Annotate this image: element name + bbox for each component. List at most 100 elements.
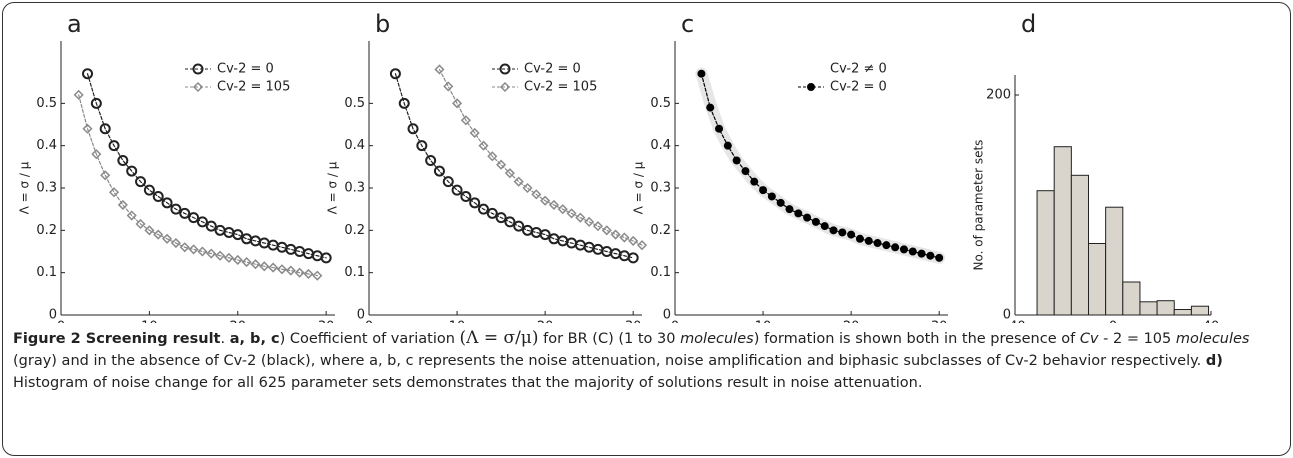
x-tick-label: 0 (1109, 320, 1117, 324)
point (205, 220, 217, 232)
charts: a00.10.20.30.40.50102030Number of BRΛ = … (18, 10, 1220, 351)
point (206, 248, 217, 259)
point (566, 208, 577, 219)
y-tick-label: 0.5 (36, 96, 57, 111)
bar (1036, 190, 1055, 316)
point (170, 203, 182, 215)
y-tick-label: 200 (986, 88, 1011, 103)
point (442, 176, 454, 188)
point (495, 212, 507, 224)
point (126, 165, 138, 177)
legend-label: Cv-2 = 105 (217, 80, 290, 95)
point (750, 177, 759, 186)
point (460, 190, 472, 202)
series-line (700, 73, 940, 259)
point (259, 261, 270, 272)
point (767, 192, 776, 201)
point (250, 259, 261, 270)
point (196, 216, 208, 228)
y-axis-label: Λ = σ / μ (326, 161, 340, 214)
point (144, 225, 155, 236)
y-tick-label: 0.2 (36, 223, 57, 238)
x-tick-label: 0 (365, 320, 373, 324)
point (108, 187, 120, 198)
point (917, 249, 926, 258)
point (407, 123, 419, 135)
point (584, 216, 595, 227)
point (188, 212, 200, 224)
bar (1105, 206, 1124, 316)
caption-normal: ) Coefficient of variation (279, 331, 460, 347)
point (548, 199, 559, 210)
point (794, 209, 803, 218)
y-axis-label: No. of parameter sets (972, 140, 986, 271)
point (452, 98, 463, 109)
point (627, 252, 639, 264)
y-tick-label: 0 (49, 308, 57, 323)
point (398, 97, 410, 109)
bar (1122, 281, 1141, 316)
x-tick-label: 20 (843, 320, 860, 324)
x-tick-label: 30 (625, 320, 642, 324)
point (838, 228, 847, 237)
caption-normal: (gray) and in the absence of Cv-2 (black… (13, 353, 1206, 369)
legend-marker (807, 83, 815, 91)
caption-italic: molecules (680, 331, 754, 347)
point (811, 217, 820, 226)
point (312, 270, 323, 281)
point (628, 235, 639, 246)
point (223, 252, 234, 263)
caption: Figure 2 Screening result. a, b, c) Coef… (13, 327, 1278, 394)
point (478, 140, 489, 151)
point (935, 253, 944, 262)
point (504, 168, 515, 179)
y-axis-label: Λ = σ / μ (18, 161, 32, 214)
caption-normal: for BR (C) (1 to 30 (538, 331, 681, 347)
point (268, 262, 279, 273)
x-tick-label: 10 (449, 320, 466, 324)
caption-normal: . (220, 331, 230, 347)
y-tick-label: 0.2 (344, 223, 365, 238)
caption-italic: Cv (1079, 331, 1099, 347)
point (232, 229, 244, 241)
point (530, 226, 542, 238)
point (117, 154, 129, 166)
point (179, 242, 190, 253)
caption-bold: a, b, c (229, 331, 280, 347)
point (513, 176, 524, 187)
x-tick-label: 0 (671, 320, 679, 324)
point (460, 115, 471, 126)
point (847, 230, 856, 239)
bar (1070, 174, 1089, 316)
series-line (78, 94, 318, 277)
point (855, 234, 864, 243)
point (179, 207, 191, 219)
caption-normal: Histogram of noise change for all 625 pa… (13, 375, 923, 391)
y-tick-label: 0.5 (650, 96, 671, 111)
point (539, 229, 551, 241)
point (433, 165, 445, 177)
point (303, 268, 314, 279)
legend-label: Cv-2 = 0 (217, 62, 274, 77)
y-tick-label: 0 (663, 308, 671, 323)
y-tick-label: 0.2 (650, 223, 671, 238)
point (864, 236, 873, 245)
y-tick-label: 0.3 (650, 181, 671, 196)
y-tick-label: 0.3 (344, 181, 365, 196)
series-line (695, 67, 946, 264)
point (82, 123, 93, 134)
point (477, 203, 489, 215)
point (776, 198, 785, 207)
x-tick-label: 10 (755, 320, 772, 324)
legend-marker (499, 81, 511, 93)
point (513, 220, 525, 232)
caption-bold: d) (1205, 353, 1223, 369)
point (276, 264, 288, 275)
panel-letter: d (1021, 10, 1036, 38)
point (531, 189, 542, 200)
point (215, 250, 226, 261)
caption-italic: molecules (1175, 331, 1250, 347)
y-tick-label: 0 (357, 308, 365, 323)
point (99, 123, 111, 135)
